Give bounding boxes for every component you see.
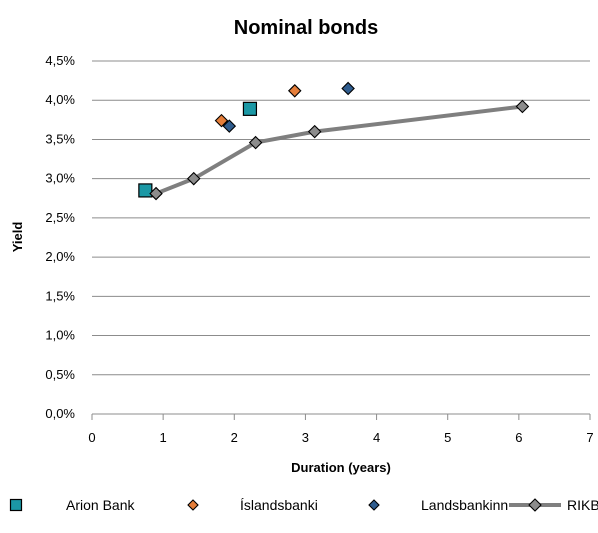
y-axis-label: Yield xyxy=(10,222,25,253)
legend-item: Arion Bank xyxy=(9,497,135,513)
data-point xyxy=(242,101,258,116)
data-point xyxy=(248,135,263,150)
legend-item: RIKB xyxy=(509,497,598,513)
data-point xyxy=(138,183,153,198)
series-rikb xyxy=(149,99,530,201)
data-point xyxy=(186,171,201,186)
series-landsbankinn xyxy=(222,81,355,133)
legend-marker xyxy=(9,498,23,512)
x-tick-label: 0 xyxy=(88,430,95,445)
x-tick-label: 2 xyxy=(231,430,238,445)
y-tick-label: 0,0% xyxy=(45,406,75,421)
x-axis-label: Duration (years) xyxy=(291,460,391,475)
legend-marker xyxy=(187,499,199,511)
y-tick-label: 1,0% xyxy=(45,328,75,343)
x-tick-label: 1 xyxy=(160,430,167,445)
legend-label: Arion Bank xyxy=(66,497,135,513)
data-point xyxy=(307,124,322,139)
legend-item: Íslandsbanki xyxy=(187,497,318,513)
data-point xyxy=(222,119,237,133)
x-tick-label: 3 xyxy=(302,430,309,445)
y-tick-label: 2,5% xyxy=(45,210,75,225)
x-tick-label: 4 xyxy=(373,430,380,445)
y-tick-label: 3,0% xyxy=(45,171,75,186)
x-tick-label: 6 xyxy=(515,430,522,445)
legend-marker xyxy=(368,499,380,511)
axis-layer: 0,0% 0,5% 1,0% 1,5% 2,0% 2,5% 3,0% 3,5% 4,0% 4,5%… xyxy=(45,53,593,445)
series--slandsbanki xyxy=(214,84,302,128)
legend: Arion Bank Íslandsbanki Landsbankinn RIKB xyxy=(9,497,598,513)
y-tick-label: 4,0% xyxy=(45,92,75,107)
legend-label: Landsbankinn xyxy=(421,497,508,513)
data-point xyxy=(287,84,302,98)
legend-label: RIKB xyxy=(567,497,598,513)
legend-item: Landsbankinn xyxy=(368,497,508,513)
data-point xyxy=(341,81,355,96)
legend-label: Íslandsbanki xyxy=(240,497,318,513)
legend-marker xyxy=(528,498,542,512)
series-line xyxy=(155,104,523,196)
series-layer xyxy=(138,81,530,201)
data-point xyxy=(515,99,530,114)
grid-layer xyxy=(92,60,590,415)
x-tick-label: 7 xyxy=(586,430,593,445)
y-tick-label: 4,5% xyxy=(45,53,75,68)
x-tick-label: 5 xyxy=(444,430,451,445)
data-point xyxy=(149,186,163,201)
y-tick-label: 1,5% xyxy=(45,288,75,303)
y-tick-label: 2,0% xyxy=(45,249,75,264)
data-point xyxy=(214,113,229,128)
y-tick-label: 3,5% xyxy=(45,131,75,146)
series-arion-bank xyxy=(138,101,258,198)
chart-title: Nominal bonds xyxy=(234,17,378,39)
y-tick-label: 0,5% xyxy=(45,367,75,382)
